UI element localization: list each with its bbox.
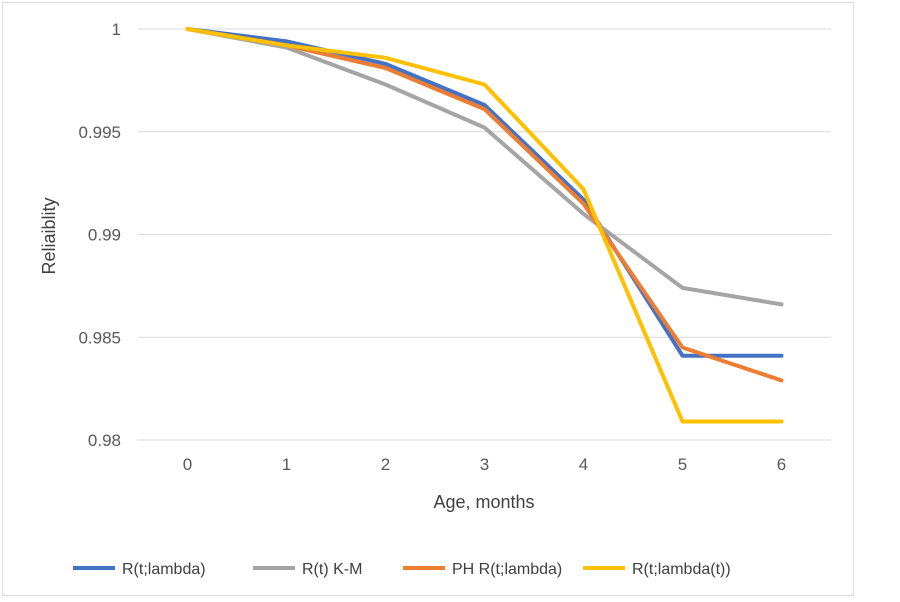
x-tick-label: 4 xyxy=(579,455,588,474)
legend-label: R(t;lambda(t)) xyxy=(632,561,731,578)
legend-label: PH R(t;lambda) xyxy=(452,561,562,578)
legend-item: R(t;lambda) xyxy=(73,561,206,578)
legend: R(t;lambda) R(t) K-M PH R(t;lambda) R(t;lam… xyxy=(73,561,731,578)
y-tick-label: 0.98 xyxy=(88,431,121,450)
legend-label: R(t) K-M xyxy=(302,561,362,578)
y-axis-title: Reliaiblity xyxy=(39,197,59,274)
series-layer xyxy=(185,27,784,424)
y-tick-label: 0.99 xyxy=(88,226,121,245)
legend-item: R(t;lambda(t)) xyxy=(583,561,731,578)
x-tick-label: 5 xyxy=(678,455,687,474)
y-tick-label: 0.985 xyxy=(78,328,121,347)
x-axis-title: Age, months xyxy=(433,492,534,512)
series-line-2 xyxy=(185,27,784,307)
series-line-1 xyxy=(185,27,784,358)
legend-label: R(t;lambda) xyxy=(122,561,206,578)
x-tick-label: 0 xyxy=(183,455,192,474)
y-tick-label: 0.995 xyxy=(78,123,121,142)
x-tick-label: 6 xyxy=(777,455,786,474)
series-line-4 xyxy=(185,27,784,424)
x-tick-labels: 0 1 2 3 4 5 6 xyxy=(183,455,786,474)
series-line-3 xyxy=(185,27,784,383)
grid-layer xyxy=(138,28,831,441)
x-tick-label: 3 xyxy=(480,455,489,474)
y-tick-label: 1 xyxy=(112,20,121,39)
y-tick-labels: 0.98 0.985 0.99 0.995 1 xyxy=(78,20,121,450)
legend-item: PH R(t;lambda) xyxy=(403,561,562,578)
x-tick-label: 1 xyxy=(282,455,291,474)
legend-item: R(t) K-M xyxy=(253,561,362,578)
x-tick-label: 2 xyxy=(381,455,390,474)
